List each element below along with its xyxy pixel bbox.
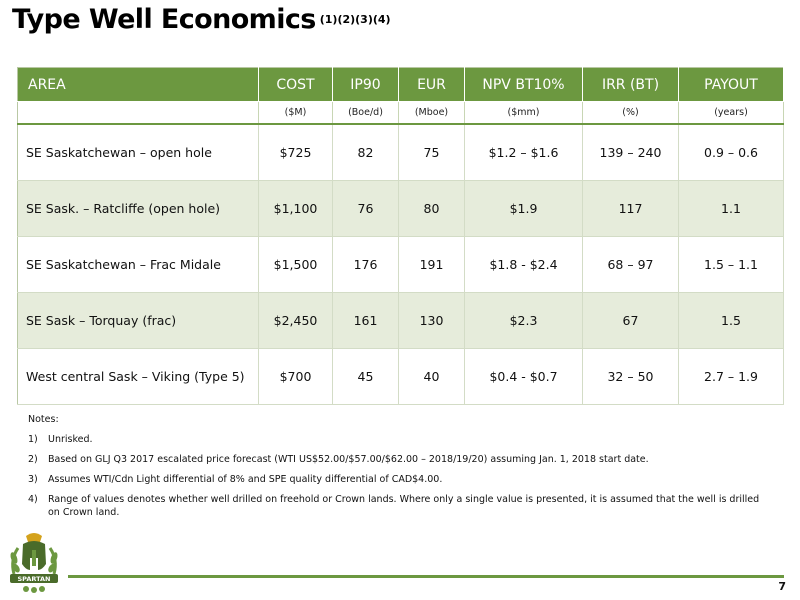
- note-number: 3): [28, 474, 38, 485]
- cell-npv: $1.2 – $1.6: [464, 124, 583, 181]
- cell-payout: 1.1: [678, 180, 784, 237]
- cell-area: SE Saskatchewan – open hole: [17, 124, 259, 181]
- cell-eur: 130: [398, 292, 465, 349]
- spartan-logo: SPARTAN: [6, 530, 62, 596]
- cell-payout: 1.5 – 1.1: [678, 236, 784, 293]
- page-title: Type Well Economics (1)(2)(3)(4): [12, 4, 391, 35]
- cell-cost: $725: [258, 124, 333, 181]
- unit-ip90: (Boe/d): [332, 101, 399, 125]
- header-ip90: IP90: [332, 67, 399, 102]
- table-row: West central Sask – Viking (Type 5) $700…: [17, 348, 784, 405]
- unit-payout: (years): [678, 101, 784, 125]
- note-item: 4) Range of values denotes whether well …: [28, 493, 768, 519]
- unit-eur: (Mboe): [398, 101, 465, 125]
- note-text: Assumes WTI/Cdn Light differential of 8%…: [48, 474, 443, 485]
- unit-npv: ($mm): [464, 101, 583, 125]
- cell-payout: 0.9 – 0.6: [678, 124, 784, 181]
- unit-cost: ($M): [258, 101, 333, 125]
- header-payout: PAYOUT: [678, 67, 784, 102]
- notes-section: Notes: 1) Unrisked. 2) Based on GLJ Q3 2…: [28, 414, 768, 526]
- cell-irr: 117: [582, 180, 679, 237]
- note-number: 1): [28, 434, 38, 445]
- cell-npv: $2.3: [464, 292, 583, 349]
- page-number: 7: [778, 580, 786, 593]
- note-number: 4): [28, 494, 38, 505]
- cell-payout: 2.7 – 1.9: [678, 348, 784, 405]
- footer-divider: [68, 575, 784, 578]
- unit-irr: (%): [582, 101, 679, 125]
- cell-payout: 1.5: [678, 292, 784, 349]
- cell-cost: $700: [258, 348, 333, 405]
- header-npv: NPV BT10%: [464, 67, 583, 102]
- cell-irr: 68 – 97: [582, 236, 679, 293]
- table-row: SE Sask. – Ratcliffe (open hole) $1,100 …: [17, 180, 784, 237]
- cell-ip90: 161: [332, 292, 399, 349]
- page-title-text: Type Well Economics: [12, 4, 316, 35]
- cell-eur: 191: [398, 236, 465, 293]
- cell-eur: 75: [398, 124, 465, 181]
- spartan-helmet-icon: SPARTAN: [10, 533, 58, 593]
- cell-npv: $0.4 - $0.7: [464, 348, 583, 405]
- table-header-row: AREA COST IP90 EUR NPV BT10% IRR (BT) PA…: [17, 67, 784, 102]
- notes-title: Notes:: [28, 414, 59, 425]
- economics-table-container: AREA COST IP90 EUR NPV BT10% IRR (BT) PA…: [17, 67, 784, 405]
- cell-irr: 139 – 240: [582, 124, 679, 181]
- table-row: SE Saskatchewan – Frac Midale $1,500 176…: [17, 236, 784, 293]
- cell-irr: 67: [582, 292, 679, 349]
- note-text: Range of values denotes whether well dri…: [48, 494, 760, 518]
- note-item: 1) Unrisked.: [28, 433, 768, 446]
- note-number: 2): [28, 454, 38, 465]
- table-units-row: ($M) (Boe/d) (Mboe) ($mm) (%) (years): [17, 101, 784, 125]
- cell-ip90: 76: [332, 180, 399, 237]
- cell-ip90: 176: [332, 236, 399, 293]
- cell-area: West central Sask – Viking (Type 5): [17, 348, 259, 405]
- cell-cost: $2,450: [258, 292, 333, 349]
- cell-cost: $1,100: [258, 180, 333, 237]
- cell-eur: 40: [398, 348, 465, 405]
- note-text: Unrisked.: [48, 434, 93, 445]
- logo-text: SPARTAN: [18, 575, 51, 583]
- cell-area: SE Saskatchewan – Frac Midale: [17, 236, 259, 293]
- header-cost: COST: [258, 67, 333, 102]
- economics-table: AREA COST IP90 EUR NPV BT10% IRR (BT) PA…: [17, 67, 784, 405]
- header-area: AREA: [17, 67, 259, 102]
- table-row: SE Saskatchewan – open hole $725 82 75 $…: [17, 124, 784, 181]
- cell-cost: $1,500: [258, 236, 333, 293]
- cell-area: SE Sask. – Ratcliffe (open hole): [17, 180, 259, 237]
- cell-ip90: 82: [332, 124, 399, 181]
- note-text: Based on GLJ Q3 2017 escalated price for…: [48, 454, 649, 465]
- cell-npv: $1.8 - $2.4: [464, 236, 583, 293]
- cell-eur: 80: [398, 180, 465, 237]
- cell-irr: 32 – 50: [582, 348, 679, 405]
- header-eur: EUR: [398, 67, 465, 102]
- table-row: SE Sask – Torquay (frac) $2,450 161 130 …: [17, 292, 784, 349]
- title-footnote-refs: (1)(2)(3)(4): [319, 13, 391, 26]
- note-item: 2) Based on GLJ Q3 2017 escalated price …: [28, 453, 768, 466]
- unit-area: [17, 101, 259, 125]
- header-irr: IRR (BT): [582, 67, 679, 102]
- note-item: 3) Assumes WTI/Cdn Light differential of…: [28, 473, 768, 486]
- cell-area: SE Sask – Torquay (frac): [17, 292, 259, 349]
- cell-npv: $1.9: [464, 180, 583, 237]
- cell-ip90: 45: [332, 348, 399, 405]
